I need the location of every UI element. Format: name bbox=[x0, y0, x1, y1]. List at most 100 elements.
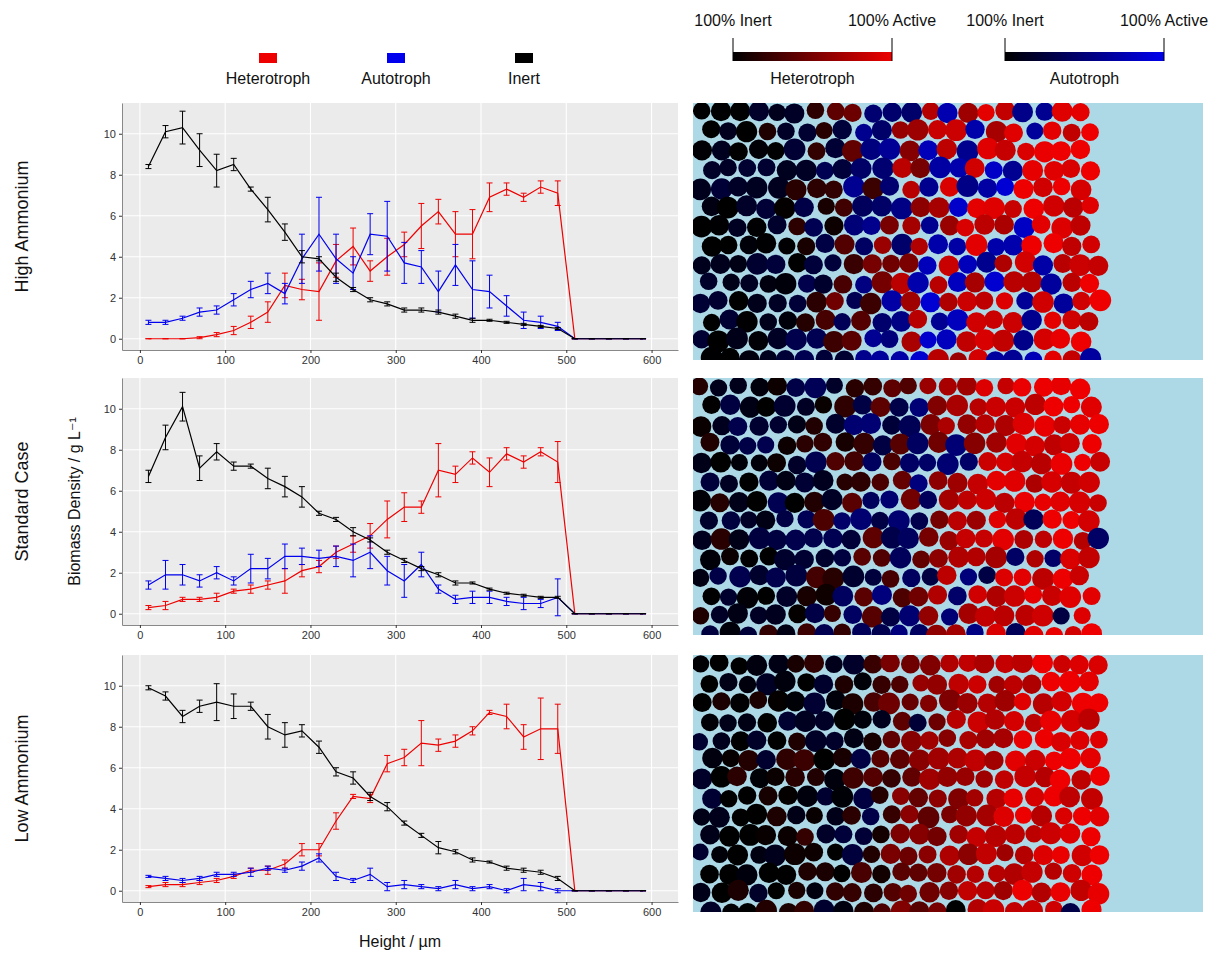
tick-label: 6 bbox=[110, 210, 116, 222]
cell bbox=[1011, 655, 1033, 673]
error-bar bbox=[640, 613, 646, 614]
tick: 10 bbox=[104, 403, 122, 415]
tick-label: 200 bbox=[302, 629, 320, 641]
grid-line bbox=[651, 655, 652, 902]
biofilm-image bbox=[689, 375, 1203, 665]
cell bbox=[863, 527, 884, 548]
error-bar bbox=[555, 322, 561, 330]
cell bbox=[703, 161, 721, 179]
axis-line bbox=[122, 656, 123, 903]
cell bbox=[805, 417, 823, 435]
cell bbox=[900, 805, 918, 823]
tick: 400 bbox=[472, 350, 490, 366]
error-bar bbox=[265, 468, 271, 488]
error-bar bbox=[180, 338, 186, 339]
cell bbox=[805, 451, 826, 472]
cell bbox=[922, 103, 940, 120]
cell bbox=[834, 234, 854, 254]
error-bar bbox=[623, 613, 629, 614]
cell bbox=[806, 292, 827, 313]
cell bbox=[882, 416, 901, 435]
cell bbox=[798, 862, 817, 881]
cell bbox=[1090, 731, 1108, 749]
cell bbox=[750, 607, 768, 625]
error-bar bbox=[606, 613, 612, 614]
error-bar bbox=[231, 872, 237, 876]
cell bbox=[996, 178, 1014, 196]
cell bbox=[723, 274, 740, 291]
cell bbox=[1024, 586, 1042, 604]
grid-line bbox=[122, 215, 678, 216]
cell bbox=[976, 379, 994, 397]
cell bbox=[920, 731, 939, 750]
cell bbox=[1015, 806, 1032, 823]
tick: 0 bbox=[110, 333, 122, 345]
cell bbox=[769, 104, 786, 121]
tick-label: 500 bbox=[558, 354, 576, 366]
cell bbox=[880, 176, 899, 195]
cell bbox=[993, 605, 1014, 626]
colorbar-low-label: 100% Inert bbox=[694, 12, 772, 29]
cell bbox=[1063, 864, 1082, 883]
cell bbox=[712, 692, 730, 710]
cell bbox=[844, 215, 865, 236]
cell bbox=[728, 603, 748, 623]
error-bar bbox=[299, 725, 305, 737]
error-bar bbox=[197, 308, 203, 316]
cell bbox=[927, 863, 947, 883]
cell bbox=[901, 655, 920, 673]
cell bbox=[727, 767, 747, 787]
cell bbox=[871, 750, 889, 768]
cell bbox=[831, 786, 853, 808]
error-bar bbox=[589, 890, 595, 891]
cell bbox=[883, 805, 901, 823]
tick: 500 bbox=[558, 350, 576, 366]
cell bbox=[1055, 807, 1072, 824]
tick-mark bbox=[119, 257, 122, 258]
cell bbox=[805, 603, 825, 623]
tick-label: 400 bbox=[472, 354, 490, 366]
cell bbox=[984, 271, 1004, 291]
cell bbox=[1022, 900, 1043, 912]
cell bbox=[740, 274, 758, 292]
cell bbox=[816, 234, 835, 253]
cell bbox=[1015, 846, 1034, 865]
cell bbox=[853, 548, 871, 566]
tick-label: 600 bbox=[643, 354, 661, 366]
cell bbox=[940, 655, 958, 672]
cell bbox=[864, 329, 882, 347]
error-bar bbox=[350, 794, 356, 798]
cell bbox=[1045, 862, 1062, 879]
cell bbox=[880, 655, 899, 672]
plot-background bbox=[122, 655, 678, 902]
cell bbox=[919, 845, 937, 863]
cell bbox=[739, 350, 760, 360]
error-bar bbox=[265, 714, 271, 739]
error-bar bbox=[180, 316, 186, 320]
cell bbox=[860, 413, 881, 434]
error-bar bbox=[487, 319, 493, 321]
cell bbox=[985, 709, 1006, 730]
cell bbox=[722, 904, 740, 912]
cell bbox=[777, 624, 796, 635]
error-bar bbox=[214, 306, 220, 314]
error-bar bbox=[469, 261, 475, 318]
cell bbox=[794, 901, 814, 912]
error-bar bbox=[452, 581, 458, 585]
y-axis-title: Biomass Density / g L⁻¹ bbox=[66, 417, 83, 586]
grid-line bbox=[122, 449, 678, 450]
cell bbox=[881, 290, 902, 311]
error-bar bbox=[487, 275, 493, 308]
cell bbox=[1003, 271, 1024, 292]
cell bbox=[965, 272, 985, 292]
cell bbox=[738, 713, 756, 731]
cell bbox=[1025, 787, 1044, 806]
tick-mark bbox=[119, 532, 122, 533]
cell bbox=[826, 378, 843, 394]
error-bar bbox=[367, 538, 373, 542]
cell bbox=[1042, 672, 1061, 691]
cell bbox=[929, 156, 951, 178]
cell bbox=[835, 198, 853, 216]
series-line bbox=[148, 407, 643, 614]
error-bar bbox=[487, 885, 493, 889]
